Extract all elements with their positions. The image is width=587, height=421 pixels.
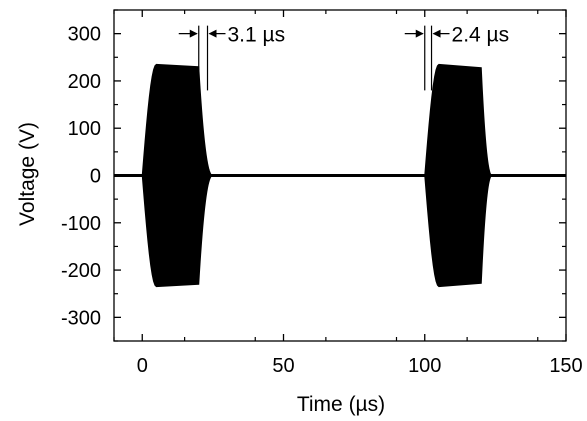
- annotation-arrow-right-head: [208, 29, 217, 38]
- y-tick-label: -200: [61, 260, 101, 282]
- x-tick-label: 150: [549, 355, 582, 377]
- annotation-arrow-right-head: [432, 29, 441, 38]
- x-tick-label: 100: [408, 355, 441, 377]
- y-tick-label: 300: [68, 24, 101, 46]
- annotation-1: 3.1 µs: [178, 24, 286, 91]
- annotation-label: 3.1 µs: [228, 24, 286, 47]
- y-tick-label: 0: [90, 166, 101, 188]
- x-axis-label: Time (µs): [297, 393, 385, 416]
- annotation-label: 2.4 µs: [452, 24, 510, 47]
- y-tick-label: -300: [61, 307, 101, 329]
- annotation-2: 2.4 µs: [404, 24, 510, 91]
- y-tick-label: 100: [68, 118, 101, 140]
- x-tick-label: 0: [137, 355, 148, 377]
- plot-area: 3.1 µs 2.4 µs: [114, 24, 566, 288]
- x-tick-label: 50: [272, 355, 294, 377]
- y-tick-label: 200: [68, 71, 101, 93]
- annotation-arrow-left-head: [415, 29, 424, 38]
- axes: 0 50 100 150 300 200 100 0 -100 -200 -300: [61, 9, 583, 377]
- annotation-arrow-left-head: [189, 29, 198, 38]
- pulse-2-envelope: [424, 63, 493, 288]
- pulse-1-envelope: [141, 63, 213, 288]
- y-axis-label: Voltage (V): [16, 122, 39, 226]
- y-tick-label: -100: [61, 213, 101, 235]
